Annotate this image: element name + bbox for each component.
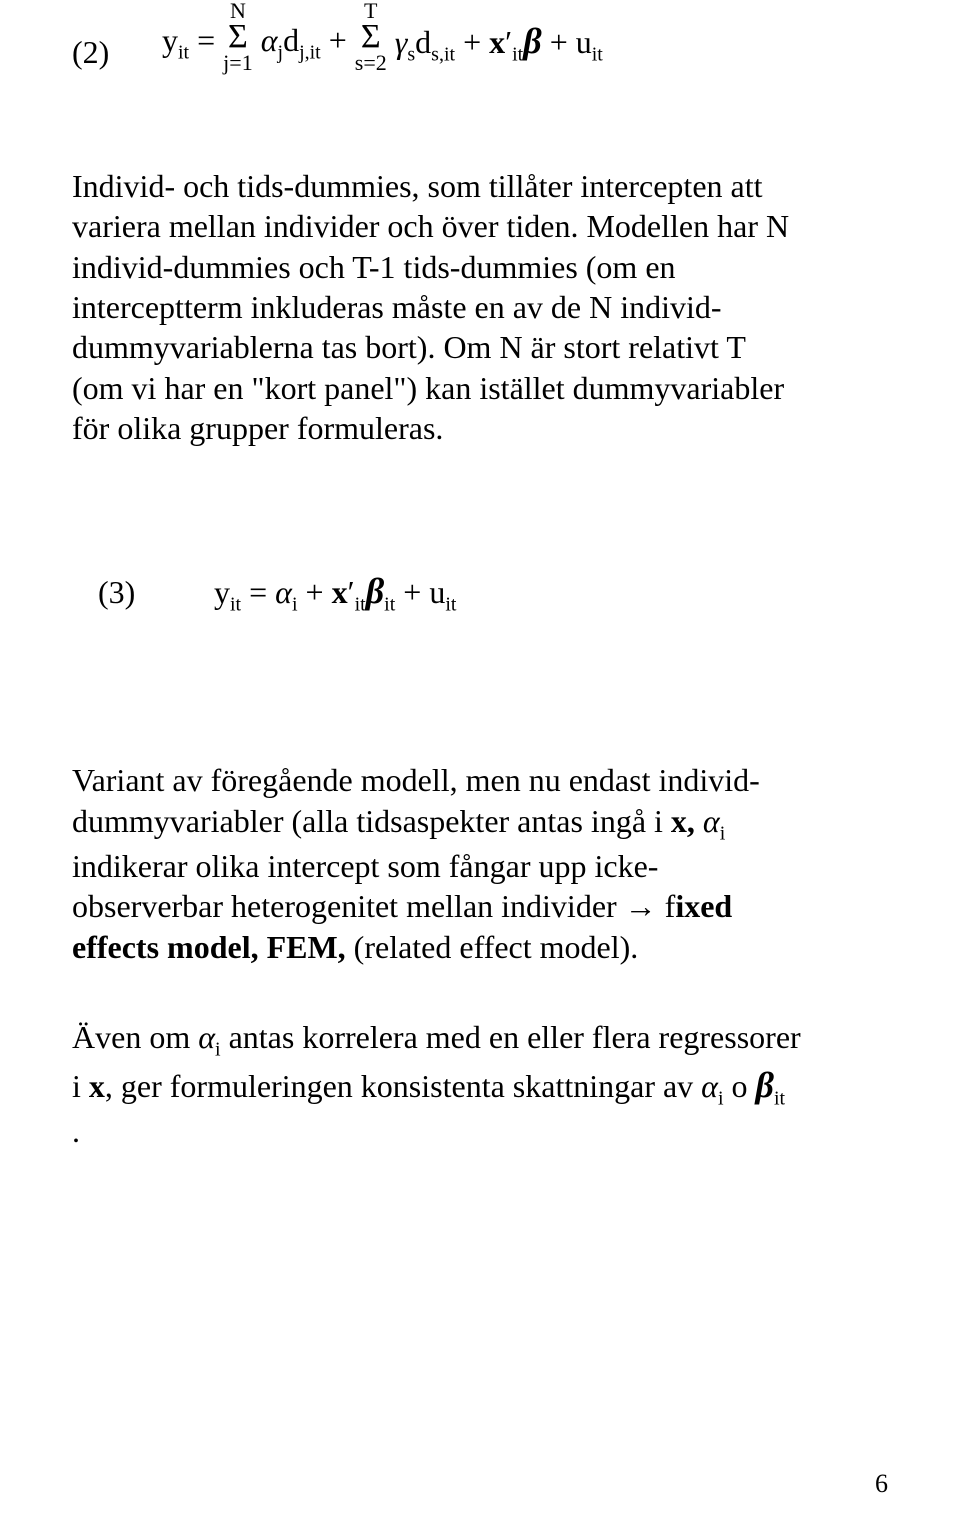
- eq3-u: u: [429, 574, 445, 610]
- eq2-sigma2-bot: s=2: [355, 52, 387, 74]
- eq2-sigma1: N Σ j=1: [223, 0, 253, 74]
- eq2-sigma1-bot: j=1: [223, 52, 253, 74]
- paragraph-2: Variant av föregående modell, men nu end…: [72, 760, 888, 967]
- equation-2-body: yit = N Σ j=1 αjdj,it + T Σ s=2 γsds,it …: [162, 0, 603, 74]
- para1-l1: Individ- och tids-dummies, som tillåter …: [72, 168, 763, 204]
- para2-l5a: effects model, FEM,: [72, 929, 354, 965]
- eq2-gamma: γ: [395, 24, 408, 60]
- page-number: 6: [875, 1469, 888, 1499]
- eq2-x: x: [489, 24, 505, 60]
- eq3-plus2: +: [395, 574, 429, 610]
- eq2-alpha: α: [261, 22, 278, 58]
- eq3-u-sub: it: [445, 594, 456, 616]
- para2-l5b: (related effect model).: [354, 929, 639, 965]
- sigma-icon: Σ: [355, 20, 387, 54]
- eq2-d1: d: [283, 22, 299, 58]
- para1-l4: interceptterm inkluderas måste en av de …: [72, 289, 722, 325]
- equation-2: (2) yit = N Σ j=1 αjdj,it + T Σ s=2 γsds…: [72, 0, 888, 120]
- para3-l2beta-sub: it: [774, 1087, 785, 1109]
- para3-l2c: o: [724, 1068, 756, 1104]
- para3-l3: .: [72, 1113, 80, 1149]
- eq2-sigma2: T Σ s=2: [355, 0, 387, 74]
- para1-l2: variera mellan individer och över tiden.…: [72, 208, 789, 244]
- eq2-u-sub: it: [592, 43, 603, 65]
- para3-l2beta: β: [756, 1065, 774, 1105]
- eq2-equals: =: [189, 22, 215, 58]
- eq2-u: u: [576, 24, 592, 60]
- eq3-y-sub: it: [230, 594, 241, 616]
- eq2-plus1: +: [321, 22, 347, 58]
- para3-l2b: , ger formuleringen konsistenta skattnin…: [105, 1068, 701, 1104]
- eq2-gamma-sub: s: [407, 43, 415, 65]
- eq3-x-sub: it: [355, 594, 366, 616]
- sigma-icon: Σ: [223, 20, 253, 54]
- eq3-beta: β: [366, 571, 384, 611]
- equation-3: (3) yit = αi + x′itβit + uit: [72, 570, 888, 630]
- para1-l5: dummyvariablerna tas bort). Om N är stor…: [72, 329, 746, 365]
- para2-l3: indikerar olika intercept som fångar upp…: [72, 848, 658, 884]
- para2-l2alpha: α: [703, 803, 720, 839]
- eq2-plus3: +: [542, 24, 576, 60]
- para3-l1a: Även om: [72, 1019, 198, 1055]
- eq3-beta-sub: it: [384, 594, 395, 616]
- para1-l3: individ-dummies och T-1 tids-dummies (om…: [72, 249, 676, 285]
- eq2-x-sub: it: [512, 43, 523, 65]
- eq2-d2-sub: s,it: [431, 43, 455, 65]
- eq2-y: y: [162, 22, 178, 58]
- para3-l1alpha: α: [198, 1019, 215, 1055]
- para3-l2x: x: [89, 1068, 105, 1104]
- eq3-plus1: +: [298, 574, 332, 610]
- paragraph-1: Individ- och tids-dummies, som tillåter …: [72, 166, 888, 448]
- para2-l2x: x,: [671, 803, 703, 839]
- para3-l2alpha: α: [701, 1068, 718, 1104]
- eq3-x: x: [332, 574, 348, 610]
- eq2-y-sub: it: [178, 41, 189, 63]
- para3-l2a: i: [72, 1068, 89, 1104]
- para2-l2a: dummyvariabler (alla tidsaspekter antas …: [72, 803, 671, 839]
- eq3-alpha: α: [275, 574, 292, 610]
- para2-l2alpha-sub: i: [720, 822, 726, 844]
- equation-2-label: (2): [72, 34, 109, 71]
- para3-l1b: antas korrelera med en eller flera regre…: [221, 1019, 801, 1055]
- para1-l6: (om vi har en "kort panel") kan istället…: [72, 370, 784, 406]
- eq2-d1-sub: j,it: [299, 41, 321, 63]
- para1-l7: för olika grupper formuleras.: [72, 410, 443, 446]
- para2-l4a: observerbar heterogenitet mellan individ…: [72, 888, 675, 924]
- eq3-equals: =: [241, 574, 275, 610]
- eq3-prime: ′: [348, 574, 355, 610]
- eq3-y: y: [214, 574, 230, 610]
- eq2-beta: β: [523, 21, 541, 61]
- eq2-plus2: +: [455, 24, 489, 60]
- paragraph-3: Även om α i antas korrelera med en eller …: [72, 1017, 888, 1151]
- para2-l1: Variant av föregående modell, men nu end…: [72, 762, 760, 798]
- equation-3-body: yit = αi + x′itβit + uit: [214, 570, 456, 616]
- para2-l4b: ixed: [675, 888, 732, 924]
- eq2-d2: d: [415, 24, 431, 60]
- page: (2) yit = N Σ j=1 αjdj,it + T Σ s=2 γsds…: [0, 0, 960, 1523]
- equation-3-label: (3): [98, 574, 135, 611]
